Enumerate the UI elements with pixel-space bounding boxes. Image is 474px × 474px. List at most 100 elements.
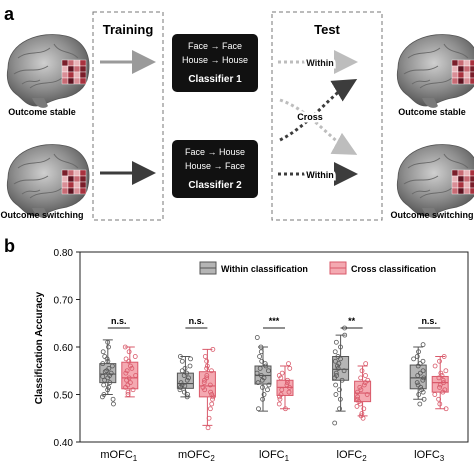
data-point xyxy=(105,358,111,364)
data-point xyxy=(263,363,269,369)
brain-stem xyxy=(422,208,438,218)
data-point xyxy=(182,383,188,389)
voxel-cell xyxy=(469,65,474,73)
data-point xyxy=(419,387,425,393)
data-point xyxy=(254,370,260,376)
data-point xyxy=(441,380,446,386)
data-point xyxy=(436,396,442,402)
legend-label: Within classification xyxy=(221,264,308,274)
panel-a-label: a xyxy=(4,4,15,24)
data-point xyxy=(259,377,265,383)
data-point xyxy=(102,369,108,375)
data-point xyxy=(122,344,128,350)
brain-fold xyxy=(443,43,469,59)
data-point xyxy=(128,363,133,369)
brain-fold xyxy=(411,79,431,85)
classifier-1-box xyxy=(172,34,258,92)
data-point xyxy=(436,375,442,381)
data-point xyxy=(443,406,449,412)
classifier-2-box xyxy=(172,140,258,198)
data-point xyxy=(106,384,111,390)
voxel-cell xyxy=(73,77,81,85)
brain-fold xyxy=(13,175,49,185)
data-point xyxy=(420,368,426,374)
data-point xyxy=(417,401,423,407)
data-point xyxy=(364,392,370,397)
data-point xyxy=(187,363,193,369)
voxel-cell xyxy=(73,187,81,195)
brain-stem xyxy=(422,98,438,108)
data-point xyxy=(363,373,368,378)
voxel-cell xyxy=(451,169,459,177)
classifier-1-name: Classifier 1 xyxy=(188,74,242,85)
significance-label: n.s. xyxy=(111,316,127,326)
data-point xyxy=(123,370,129,376)
data-point xyxy=(202,377,207,383)
data-point xyxy=(109,363,115,369)
data-point xyxy=(359,411,365,416)
significance-label: n.s. xyxy=(421,316,437,326)
data-point xyxy=(414,354,420,359)
data-point xyxy=(437,358,442,364)
data-point xyxy=(179,358,185,364)
voxel-cell xyxy=(469,71,474,79)
voxel-cell xyxy=(451,71,459,79)
data-point xyxy=(361,382,367,388)
voxel-cell xyxy=(463,65,471,73)
data-point xyxy=(126,358,132,364)
data-point xyxy=(437,382,443,388)
training-heading: Training xyxy=(103,22,154,37)
brain-fold xyxy=(21,189,41,195)
data-point xyxy=(332,358,338,364)
data-point xyxy=(209,392,215,397)
data-point xyxy=(260,384,265,390)
data-point xyxy=(337,387,342,393)
box-plot-chart: 0.40 0.50 0.60 0.70 0.80 mOFC1 n.s. mOFC2 n.s. lO… xyxy=(54,248,469,463)
voxel-cell xyxy=(61,175,69,183)
data-point xyxy=(286,389,292,395)
data-point xyxy=(177,387,183,393)
x-tick-subscript: 2 xyxy=(362,454,367,463)
data-point xyxy=(262,361,268,367)
voxel-cell xyxy=(61,71,69,79)
data-point xyxy=(286,361,291,367)
x-tick-label: lOFC3 xyxy=(414,449,445,463)
data-point xyxy=(126,375,132,381)
voxel-cell xyxy=(61,169,69,177)
data-point xyxy=(333,392,339,397)
legend-label: Cross classification xyxy=(351,264,436,274)
brain-fold xyxy=(53,43,79,59)
data-point xyxy=(261,392,267,397)
brain-icon xyxy=(6,144,90,218)
voxel-cell xyxy=(61,181,69,189)
voxel-cell xyxy=(469,181,474,189)
data-point xyxy=(186,375,191,381)
voxel-cell xyxy=(469,175,474,183)
data-point xyxy=(260,396,266,402)
classifier-1-line1: Face → Face xyxy=(188,41,242,51)
data-point xyxy=(107,380,113,386)
data-point xyxy=(126,349,132,355)
cross-arrow-light xyxy=(279,98,358,155)
data-point xyxy=(257,365,263,371)
y-tick-label: 0.40 xyxy=(54,438,74,449)
data-point xyxy=(360,415,366,421)
data-point xyxy=(287,365,293,371)
data-point xyxy=(420,377,426,383)
data-point xyxy=(338,356,343,362)
brain-caption-right-top: Outcome stable xyxy=(398,107,466,117)
data-point xyxy=(105,387,111,393)
voxel-cell xyxy=(451,175,459,183)
x-tick-subscript: 2 xyxy=(210,454,215,463)
data-point xyxy=(209,368,214,374)
data-point xyxy=(105,375,111,381)
data-point xyxy=(277,394,282,400)
data-point xyxy=(333,370,339,376)
brain-icon xyxy=(396,34,474,108)
brain-fold xyxy=(17,157,51,169)
data-point xyxy=(258,349,264,355)
data-point xyxy=(420,389,426,395)
voxel-cell xyxy=(67,181,75,189)
data-point xyxy=(421,375,427,381)
brain-fold xyxy=(403,175,439,185)
